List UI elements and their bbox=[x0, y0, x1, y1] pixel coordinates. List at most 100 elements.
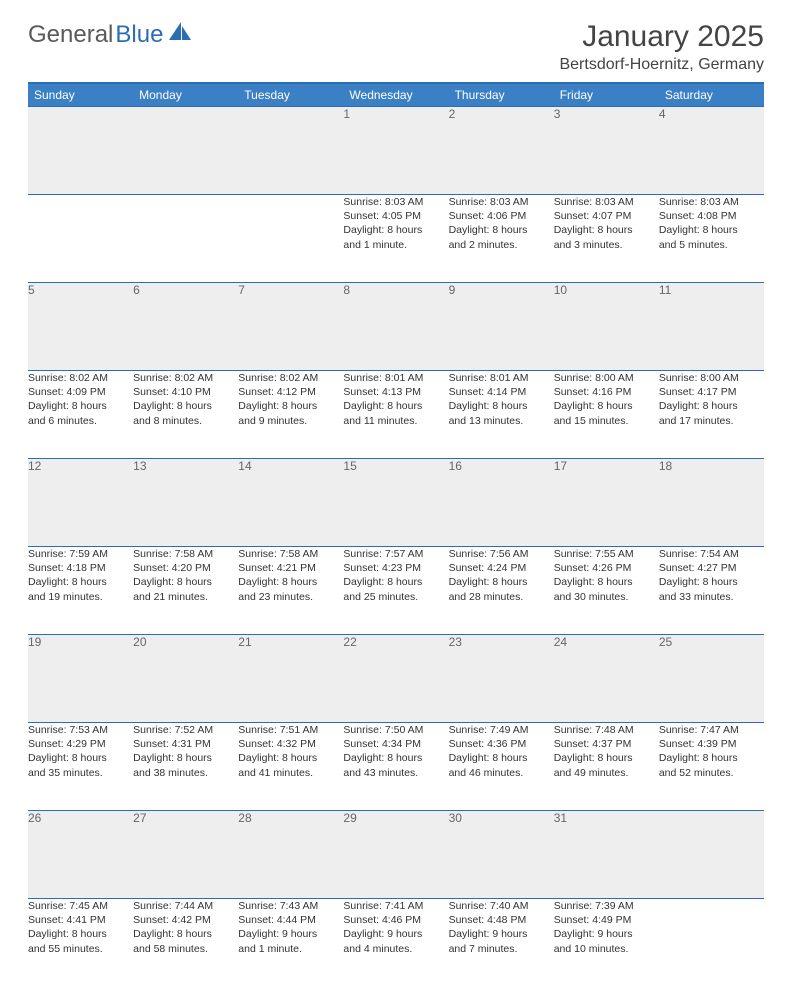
day-d2: and 6 minutes. bbox=[28, 414, 133, 428]
day-d1: Daylight: 8 hours bbox=[449, 223, 554, 237]
day-data-cell: Sunrise: 8:00 AMSunset: 4:16 PMDaylight:… bbox=[554, 371, 659, 459]
day-d2: and 28 minutes. bbox=[449, 590, 554, 604]
day-number-cell: 4 bbox=[659, 107, 764, 195]
day-number-cell: 10 bbox=[554, 283, 659, 371]
day-ss: Sunset: 4:46 PM bbox=[343, 913, 448, 927]
day-ss: Sunset: 4:29 PM bbox=[28, 737, 133, 751]
day-d2: and 33 minutes. bbox=[659, 590, 764, 604]
day-number-row: 262728293031 bbox=[28, 811, 764, 899]
day-number-cell: 18 bbox=[659, 459, 764, 547]
day-data-cell: Sunrise: 8:03 AMSunset: 4:05 PMDaylight:… bbox=[343, 195, 448, 283]
day-number-cell: 2 bbox=[449, 107, 554, 195]
day-data-row: Sunrise: 8:03 AMSunset: 4:05 PMDaylight:… bbox=[28, 195, 764, 283]
day-sr: Sunrise: 8:01 AM bbox=[343, 371, 448, 385]
day-sr: Sunrise: 7:44 AM bbox=[133, 899, 238, 913]
day-data-cell: Sunrise: 7:43 AMSunset: 4:44 PMDaylight:… bbox=[238, 899, 343, 987]
day-sr: Sunrise: 8:03 AM bbox=[659, 195, 764, 209]
day-number-cell: 19 bbox=[28, 635, 133, 723]
location-label: Bertsdorf-Hoernitz, Germany bbox=[559, 56, 764, 74]
weekday-header: Friday bbox=[554, 83, 659, 107]
day-number-cell bbox=[28, 107, 133, 195]
day-sr: Sunrise: 8:02 AM bbox=[133, 371, 238, 385]
day-d1: Daylight: 8 hours bbox=[238, 575, 343, 589]
day-sr: Sunrise: 7:39 AM bbox=[554, 899, 659, 913]
day-d1: Daylight: 8 hours bbox=[28, 751, 133, 765]
day-d2: and 8 minutes. bbox=[133, 414, 238, 428]
day-number-cell: 11 bbox=[659, 283, 764, 371]
day-data-cell: Sunrise: 7:49 AMSunset: 4:36 PMDaylight:… bbox=[449, 723, 554, 811]
weekday-header: Thursday bbox=[449, 83, 554, 107]
day-ss: Sunset: 4:18 PM bbox=[28, 561, 133, 575]
logo: GeneralBlue bbox=[28, 20, 193, 49]
day-d1: Daylight: 8 hours bbox=[133, 399, 238, 413]
day-data-cell: Sunrise: 8:03 AMSunset: 4:06 PMDaylight:… bbox=[449, 195, 554, 283]
day-number-cell: 30 bbox=[449, 811, 554, 899]
day-ss: Sunset: 4:42 PM bbox=[133, 913, 238, 927]
day-number-row: 567891011 bbox=[28, 283, 764, 371]
day-data-cell: Sunrise: 7:51 AMSunset: 4:32 PMDaylight:… bbox=[238, 723, 343, 811]
day-d2: and 25 minutes. bbox=[343, 590, 448, 604]
day-d1: Daylight: 8 hours bbox=[449, 399, 554, 413]
day-data-cell: Sunrise: 7:56 AMSunset: 4:24 PMDaylight:… bbox=[449, 547, 554, 635]
day-d2: and 23 minutes. bbox=[238, 590, 343, 604]
day-ss: Sunset: 4:12 PM bbox=[238, 385, 343, 399]
day-sr: Sunrise: 8:03 AM bbox=[449, 195, 554, 209]
day-sr: Sunrise: 7:54 AM bbox=[659, 547, 764, 561]
day-number-cell: 17 bbox=[554, 459, 659, 547]
day-ss: Sunset: 4:16 PM bbox=[554, 385, 659, 399]
day-data-cell: Sunrise: 8:01 AMSunset: 4:13 PMDaylight:… bbox=[343, 371, 448, 459]
day-number-cell: 3 bbox=[554, 107, 659, 195]
weekday-header: Monday bbox=[133, 83, 238, 107]
day-data-cell bbox=[133, 195, 238, 283]
day-d2: and 5 minutes. bbox=[659, 238, 764, 252]
day-ss: Sunset: 4:20 PM bbox=[133, 561, 238, 575]
day-data-cell: Sunrise: 7:55 AMSunset: 4:26 PMDaylight:… bbox=[554, 547, 659, 635]
day-d1: Daylight: 8 hours bbox=[659, 575, 764, 589]
day-d1: Daylight: 8 hours bbox=[238, 751, 343, 765]
day-data-row: Sunrise: 8:02 AMSunset: 4:09 PMDaylight:… bbox=[28, 371, 764, 459]
day-d1: Daylight: 9 hours bbox=[449, 927, 554, 941]
day-ss: Sunset: 4:23 PM bbox=[343, 561, 448, 575]
day-d2: and 49 minutes. bbox=[554, 766, 659, 780]
day-ss: Sunset: 4:24 PM bbox=[449, 561, 554, 575]
day-number-cell: 29 bbox=[343, 811, 448, 899]
day-data-cell: Sunrise: 8:01 AMSunset: 4:14 PMDaylight:… bbox=[449, 371, 554, 459]
day-sr: Sunrise: 8:02 AM bbox=[238, 371, 343, 385]
day-data-cell: Sunrise: 7:45 AMSunset: 4:41 PMDaylight:… bbox=[28, 899, 133, 987]
day-data-cell: Sunrise: 7:54 AMSunset: 4:27 PMDaylight:… bbox=[659, 547, 764, 635]
day-ss: Sunset: 4:32 PM bbox=[238, 737, 343, 751]
day-ss: Sunset: 4:06 PM bbox=[449, 209, 554, 223]
day-data-cell: Sunrise: 7:57 AMSunset: 4:23 PMDaylight:… bbox=[343, 547, 448, 635]
day-number-cell: 8 bbox=[343, 283, 448, 371]
month-title: January 2025 bbox=[559, 20, 764, 54]
day-d2: and 3 minutes. bbox=[554, 238, 659, 252]
day-d1: Daylight: 8 hours bbox=[554, 223, 659, 237]
day-sr: Sunrise: 8:03 AM bbox=[343, 195, 448, 209]
day-d2: and 58 minutes. bbox=[133, 942, 238, 956]
day-sr: Sunrise: 7:47 AM bbox=[659, 723, 764, 737]
day-sr: Sunrise: 8:03 AM bbox=[554, 195, 659, 209]
day-d1: Daylight: 8 hours bbox=[133, 927, 238, 941]
day-d1: Daylight: 8 hours bbox=[343, 399, 448, 413]
weekday-header: Saturday bbox=[659, 83, 764, 107]
day-data-cell: Sunrise: 7:50 AMSunset: 4:34 PMDaylight:… bbox=[343, 723, 448, 811]
day-d1: Daylight: 8 hours bbox=[449, 751, 554, 765]
weekday-header: Wednesday bbox=[343, 83, 448, 107]
day-d1: Daylight: 8 hours bbox=[133, 751, 238, 765]
title-block: January 2025 Bertsdorf-Hoernitz, Germany bbox=[559, 20, 764, 74]
day-number-cell: 14 bbox=[238, 459, 343, 547]
day-data-cell: Sunrise: 7:44 AMSunset: 4:42 PMDaylight:… bbox=[133, 899, 238, 987]
day-number-row: 19202122232425 bbox=[28, 635, 764, 723]
day-d2: and 55 minutes. bbox=[28, 942, 133, 956]
day-data-cell: Sunrise: 7:58 AMSunset: 4:21 PMDaylight:… bbox=[238, 547, 343, 635]
logo-text-part2: Blue bbox=[115, 21, 163, 49]
day-data-cell: Sunrise: 8:00 AMSunset: 4:17 PMDaylight:… bbox=[659, 371, 764, 459]
day-d2: and 46 minutes. bbox=[449, 766, 554, 780]
day-data-cell: Sunrise: 8:03 AMSunset: 4:07 PMDaylight:… bbox=[554, 195, 659, 283]
day-data-cell: Sunrise: 8:02 AMSunset: 4:10 PMDaylight:… bbox=[133, 371, 238, 459]
day-ss: Sunset: 4:41 PM bbox=[28, 913, 133, 927]
day-ss: Sunset: 4:10 PM bbox=[133, 385, 238, 399]
day-d2: and 9 minutes. bbox=[238, 414, 343, 428]
day-data-cell: Sunrise: 7:59 AMSunset: 4:18 PMDaylight:… bbox=[28, 547, 133, 635]
day-sr: Sunrise: 7:58 AM bbox=[238, 547, 343, 561]
